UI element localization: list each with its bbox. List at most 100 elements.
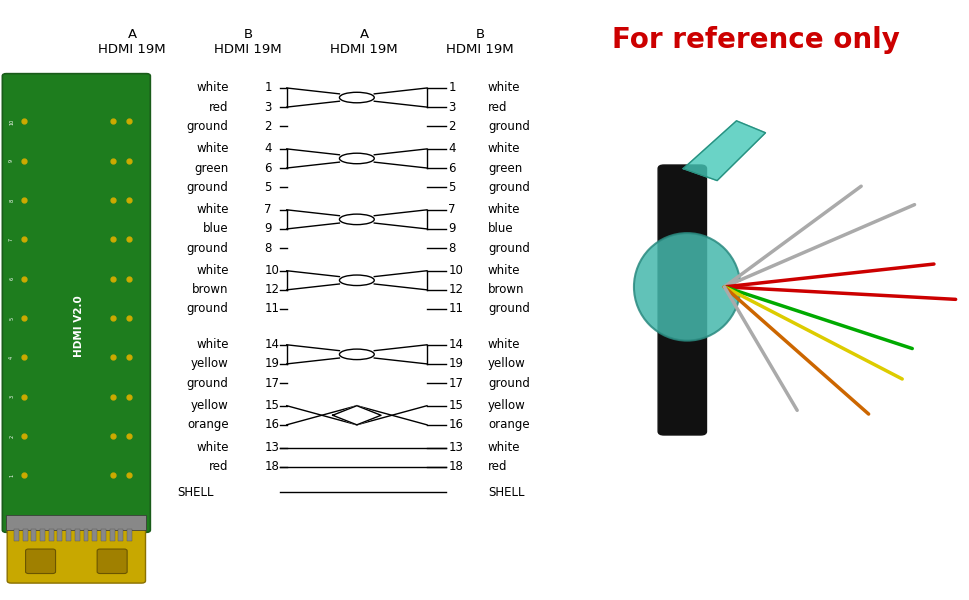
Text: white: white: [487, 264, 519, 277]
Text: 13: 13: [448, 441, 462, 454]
Text: 11: 11: [448, 302, 463, 316]
Text: red: red: [487, 460, 507, 473]
Bar: [101, 529, 106, 541]
Text: 8: 8: [9, 199, 15, 202]
Text: 10: 10: [265, 264, 279, 277]
Text: 8: 8: [265, 242, 271, 254]
Text: 15: 15: [265, 399, 279, 412]
Text: 10: 10: [448, 264, 462, 277]
Text: 19: 19: [448, 358, 463, 370]
Text: orange: orange: [187, 418, 229, 431]
Text: brown: brown: [192, 283, 229, 296]
Text: ground: ground: [187, 242, 229, 254]
Text: 17: 17: [448, 377, 463, 389]
Text: 4: 4: [448, 142, 455, 155]
Text: white: white: [487, 142, 519, 155]
Text: 2: 2: [448, 120, 455, 133]
Text: 17: 17: [265, 377, 279, 389]
Text: 7: 7: [9, 238, 15, 241]
Text: 2: 2: [265, 120, 271, 133]
Bar: [75, 529, 79, 541]
Text: 1: 1: [448, 82, 455, 94]
Text: B
HDMI 19M: B HDMI 19M: [214, 28, 282, 56]
Bar: [31, 529, 36, 541]
Text: A
HDMI 19M: A HDMI 19M: [98, 28, 166, 56]
Text: ground: ground: [187, 377, 229, 389]
Text: 3: 3: [448, 101, 455, 113]
Text: ground: ground: [487, 120, 529, 133]
Polygon shape: [682, 121, 765, 181]
Text: HDMI V2.0: HDMI V2.0: [74, 295, 84, 356]
FancyBboxPatch shape: [7, 521, 145, 583]
Text: white: white: [196, 264, 229, 277]
Text: green: green: [487, 161, 521, 175]
Text: 8: 8: [448, 242, 455, 254]
Bar: [127, 529, 132, 541]
Text: 15: 15: [448, 399, 462, 412]
Text: white: white: [196, 203, 229, 217]
Text: brown: brown: [487, 283, 524, 296]
Text: 9: 9: [448, 223, 455, 235]
Text: B
HDMI 19M: B HDMI 19M: [446, 28, 514, 56]
Text: 4: 4: [9, 356, 15, 359]
Ellipse shape: [339, 153, 374, 164]
Text: white: white: [487, 441, 519, 454]
Bar: [14, 529, 18, 541]
Text: white: white: [196, 142, 229, 155]
Text: 6: 6: [448, 161, 455, 175]
Text: 5: 5: [448, 181, 455, 194]
Text: 12: 12: [265, 283, 279, 296]
FancyBboxPatch shape: [2, 74, 150, 532]
Text: red: red: [209, 460, 229, 473]
FancyBboxPatch shape: [97, 549, 127, 574]
Text: 18: 18: [448, 460, 462, 473]
Text: blue: blue: [203, 223, 229, 235]
Text: red: red: [487, 101, 507, 113]
Text: ground: ground: [487, 181, 529, 194]
Text: white: white: [487, 203, 519, 217]
Text: 7: 7: [448, 203, 455, 217]
Text: 12: 12: [448, 283, 463, 296]
Text: red: red: [209, 101, 229, 113]
Bar: [22, 529, 27, 541]
Text: 5: 5: [265, 181, 271, 194]
Text: orange: orange: [487, 418, 529, 431]
Text: 1: 1: [265, 82, 271, 94]
Text: ground: ground: [487, 242, 529, 254]
Text: 16: 16: [448, 418, 463, 431]
Bar: [48, 529, 53, 541]
Bar: [83, 529, 88, 541]
Text: white: white: [196, 338, 229, 351]
Text: yellow: yellow: [191, 399, 229, 412]
Text: 5: 5: [9, 317, 15, 320]
Text: 14: 14: [448, 338, 463, 351]
Text: white: white: [487, 338, 519, 351]
Text: SHELL: SHELL: [177, 486, 214, 499]
Bar: [109, 529, 114, 541]
Text: yellow: yellow: [191, 358, 229, 370]
Text: ground: ground: [187, 120, 229, 133]
Bar: [118, 529, 123, 541]
FancyBboxPatch shape: [657, 165, 705, 435]
Text: For reference only: For reference only: [611, 26, 899, 54]
Text: 10: 10: [9, 118, 15, 125]
Ellipse shape: [339, 275, 374, 286]
Ellipse shape: [634, 233, 739, 341]
Text: 9: 9: [9, 159, 15, 162]
Text: ground: ground: [487, 377, 529, 389]
Text: 4: 4: [265, 142, 271, 155]
Text: ground: ground: [187, 181, 229, 194]
Text: A
HDMI 19M: A HDMI 19M: [329, 28, 397, 56]
Text: 14: 14: [265, 338, 279, 351]
Text: white: white: [487, 82, 519, 94]
Text: 3: 3: [9, 395, 15, 398]
Text: ground: ground: [487, 302, 529, 316]
Text: 7: 7: [265, 203, 271, 217]
Text: 18: 18: [265, 460, 279, 473]
Text: yellow: yellow: [487, 358, 525, 370]
Text: yellow: yellow: [487, 399, 525, 412]
Bar: [57, 529, 62, 541]
Text: 9: 9: [265, 223, 271, 235]
Text: 16: 16: [265, 418, 279, 431]
Bar: [92, 529, 97, 541]
